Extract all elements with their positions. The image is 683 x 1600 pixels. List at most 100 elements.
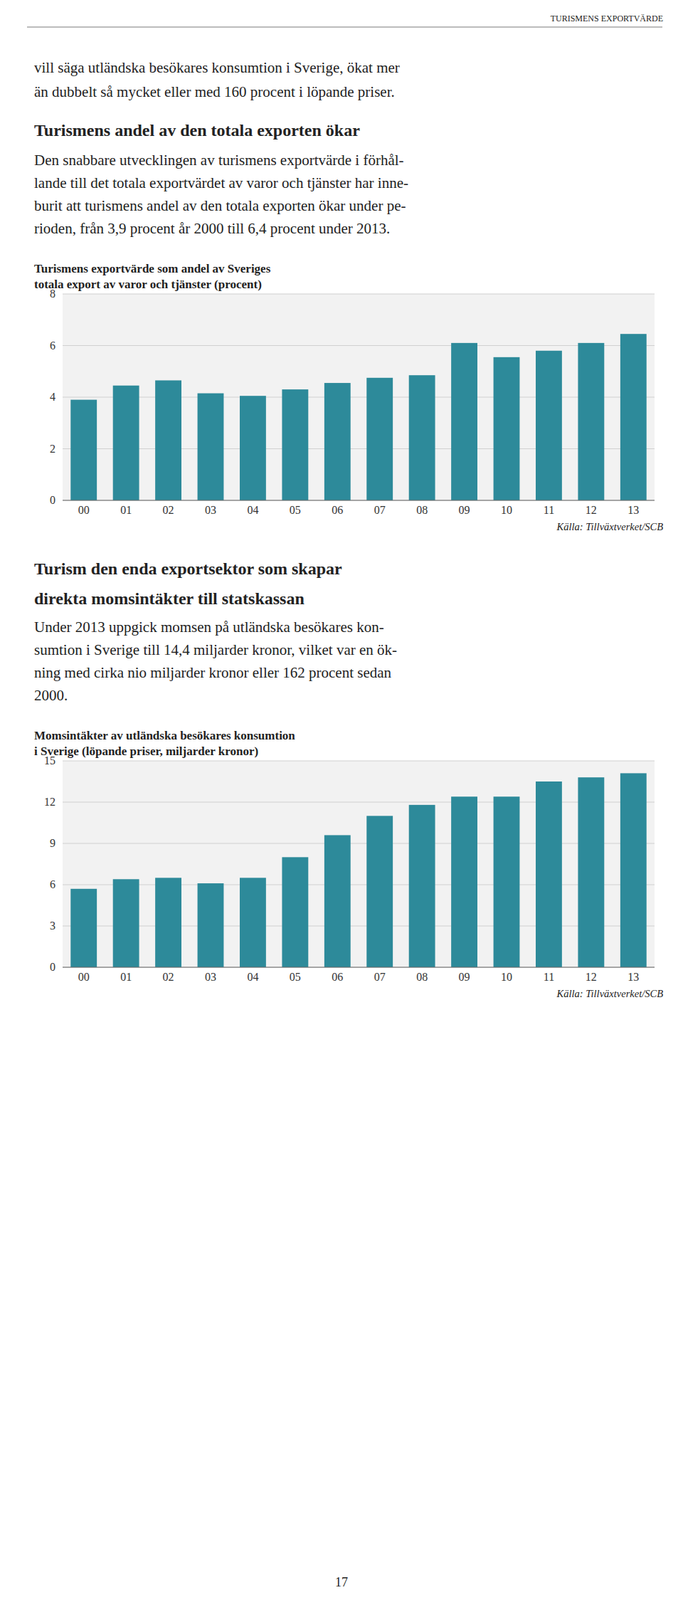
grid-line: [62, 396, 655, 398]
y-tick-label: 15: [44, 754, 56, 767]
bar: [409, 374, 436, 501]
bar: [620, 333, 647, 501]
body-text: rioden, från 3,9 procent år 2000 till 6,…: [34, 219, 390, 237]
chart-title: Momsintäkter av utländska besökares kons…: [34, 728, 296, 743]
bar: [493, 357, 521, 501]
intro-text: vill säga utländska besökares konsumtion…: [34, 59, 400, 77]
intro-text: än dubbelt så mycket eller med 160 proce…: [34, 83, 395, 101]
bar: [493, 796, 521, 967]
bar-chart: 036912150001020304050607080910111213: [44, 754, 655, 983]
y-tick-label: 6: [49, 339, 56, 352]
x-axis-line: [62, 500, 655, 501]
x-tick-label: 07: [374, 503, 386, 516]
bar: [366, 815, 393, 967]
bar: [409, 804, 436, 967]
x-tick-label: 05: [289, 503, 301, 516]
bar: [451, 342, 478, 501]
page-number: 17: [335, 1574, 348, 1589]
x-tick-label: 01: [120, 970, 132, 983]
y-tick-label: 6: [49, 877, 56, 891]
bar: [155, 877, 182, 967]
chart-subtitle: totala export av varor och tjänster (pro…: [34, 277, 262, 291]
bar: [366, 377, 393, 501]
bar: [281, 389, 309, 501]
x-tick-label: 06: [331, 503, 343, 516]
x-tick-label: 08: [416, 503, 428, 516]
bar: [70, 888, 97, 967]
bar: [577, 776, 605, 967]
x-tick-label: 12: [585, 970, 597, 983]
y-tick-label: 2: [49, 442, 56, 455]
x-tick-label: 11: [543, 970, 555, 983]
y-tick-label: 4: [49, 390, 56, 403]
chart-source: Källa: Tillväxtverket/SCB: [556, 520, 664, 533]
bar: [113, 878, 140, 967]
y-tick-label: 8: [49, 287, 56, 300]
y-tick-label: 12: [44, 795, 56, 808]
body-text: Under 2013 uppgick momsen på utländska b…: [34, 618, 385, 636]
chart-subtitle: i Sverige (löpande priser, miljarder kro…: [34, 744, 259, 758]
bar: [324, 834, 351, 967]
body-text: burit att turismens andel av den totala …: [34, 197, 407, 215]
y-tick-label: 3: [49, 919, 56, 932]
page: TURISMENS EXPORTVÄRDE vill säga utländska…: [0, 0, 683, 1600]
section-heading: Turismens andel av den totala exporten ö…: [34, 120, 360, 140]
grid-line: [62, 801, 655, 803]
section-heading: direkta momsintäkter till statskassan: [34, 589, 305, 608]
bars: [70, 333, 647, 501]
bar: [197, 882, 225, 967]
chart-source: Källa: Tillväxtverket/SCB: [556, 987, 664, 999]
section-heading: Turism den enda exportsektor som skapar: [34, 559, 343, 578]
y-tick-label: 0: [49, 960, 56, 973]
x-tick-label: 00: [78, 970, 90, 983]
bar: [535, 350, 563, 501]
body-text: lande till det totala exportvärdet av va…: [34, 174, 409, 192]
x-tick-label: 09: [458, 970, 471, 983]
bar: [239, 877, 267, 967]
body-text: 2000.: [34, 686, 68, 704]
x-tick-label: 07: [374, 970, 386, 983]
grid-line: [62, 966, 655, 968]
x-tick-label: 08: [416, 970, 428, 983]
bars: [70, 772, 647, 967]
x-tick-label: 12: [585, 503, 597, 516]
bar: [113, 385, 140, 501]
body-text: sumtion i Sverige till 14,4 miljarder kr…: [34, 641, 397, 659]
body-text: Den snabbare utvecklingen av turismens e…: [34, 151, 405, 169]
chart-title: Turismens exportvärde som andel av Sveri…: [34, 261, 272, 276]
bar: [155, 379, 182, 501]
bar: [324, 382, 351, 501]
x-tick-label: 03: [204, 503, 217, 516]
page-header: TURISMENS EXPORTVÄRDE: [550, 13, 664, 24]
bar: [239, 395, 267, 501]
body-text: ning med cirka nio miljarder kronor elle…: [34, 663, 393, 681]
grid-line: [62, 843, 655, 844]
x-tick-label: 01: [120, 503, 132, 516]
bar: [535, 781, 563, 967]
y-tick-label: 9: [49, 836, 56, 849]
x-tick-label: 13: [627, 970, 639, 983]
x-tick-label: 11: [543, 503, 555, 516]
x-tick-label: 09: [458, 503, 471, 516]
x-tick-label: 05: [289, 970, 301, 983]
x-tick-label: 02: [162, 503, 175, 516]
bar-chart: 024680001020304050607080910111213: [49, 287, 655, 516]
x-tick-label: 10: [500, 503, 513, 516]
grid-line: [62, 345, 655, 346]
x-tick-label: 04: [246, 503, 259, 516]
bar: [451, 796, 478, 967]
bar: [577, 342, 605, 501]
grid-line: [62, 884, 655, 886]
grid-line: [62, 925, 655, 927]
x-tick-label: 13: [627, 503, 639, 516]
bar: [620, 772, 647, 967]
bar: [281, 856, 309, 967]
bar: [70, 399, 97, 501]
grid-line: [62, 448, 655, 449]
plot-area: [62, 760, 655, 967]
grid-line: [62, 760, 655, 762]
header-rule: [27, 27, 663, 28]
x-axis-line: [62, 966, 655, 968]
x-tick-label: 06: [331, 970, 343, 983]
x-tick-label: 02: [162, 970, 175, 983]
